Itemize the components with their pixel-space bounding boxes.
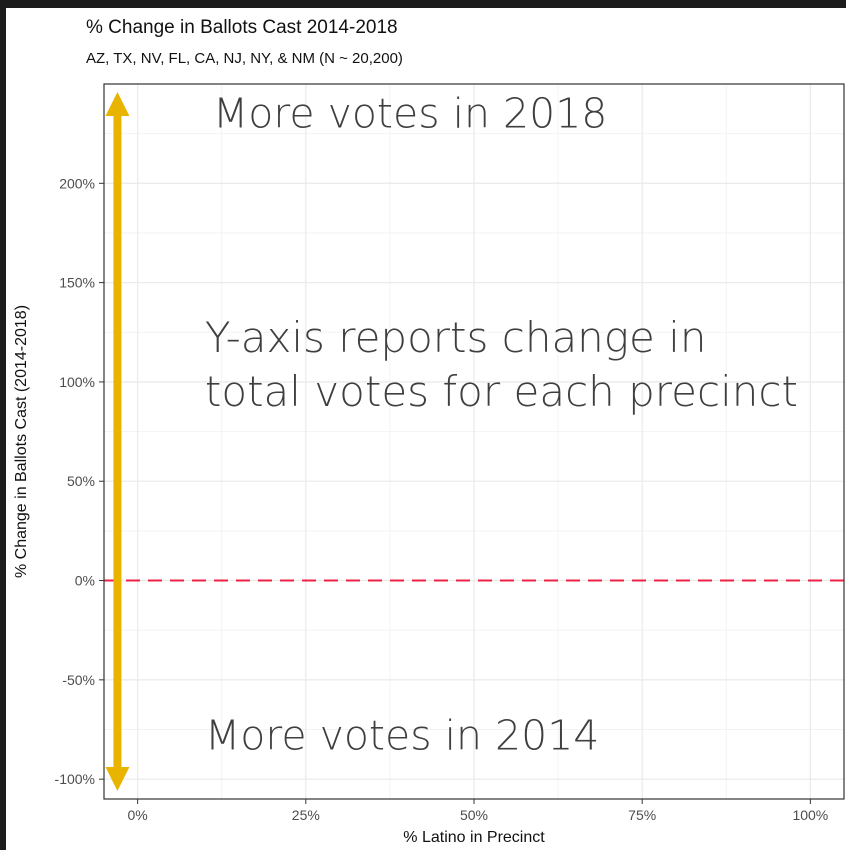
annotation-yaxis-line2: total votes for each precinct [205,367,798,416]
y-tick-label: 0% [75,573,95,589]
annotation-more-votes-2014: More votes in 2014 [205,711,599,759]
arrow-head-down [105,767,130,791]
y-axis-title: % Change in Ballots Cast (2014-2018) [13,305,30,578]
annotation-yaxis-line1: Y-axis reports change in [205,313,707,362]
x-tick-label: 25% [292,807,320,823]
y-tick-label: 200% [59,175,95,191]
x-axis-title: % Latino in Precinct [403,829,545,846]
x-tick-label: 75% [628,807,656,823]
chart-subtitle: AZ, TX, NV, FL, CA, NJ, NY, & NM (N ~ 20… [86,50,403,67]
chart-svg: % Change in Ballots Cast 2014-2018 AZ, T… [13,17,845,846]
annotation-more-votes-2018: More votes in 2018 [213,90,607,138]
y-tick-label: 50% [67,473,95,489]
y-tick-label: -100% [55,771,95,787]
x-tick-label: 100% [792,807,828,823]
arrow-layer [105,92,130,791]
chart-title: % Change in Ballots Cast 2014-2018 [86,17,398,38]
grid-layer [104,84,844,799]
arrow-head-up [105,92,130,116]
x-axis: 0% 25% 50% 75% 100% [128,799,828,823]
chart-panel: % Change in Ballots Cast 2014-2018 AZ, T… [6,8,846,850]
x-tick-label: 0% [128,807,148,823]
x-tick-label: 50% [460,807,488,823]
panel-border [103,83,845,800]
annotation-layer: More votes in 2018 Y-axis reports change … [205,90,798,760]
y-tick-label: 100% [59,374,95,390]
y-tick-label: -50% [62,672,95,688]
y-axis: -100% -50% 0% 50% 100% 150% 200% [55,175,104,787]
y-tick-label: 150% [59,275,95,291]
